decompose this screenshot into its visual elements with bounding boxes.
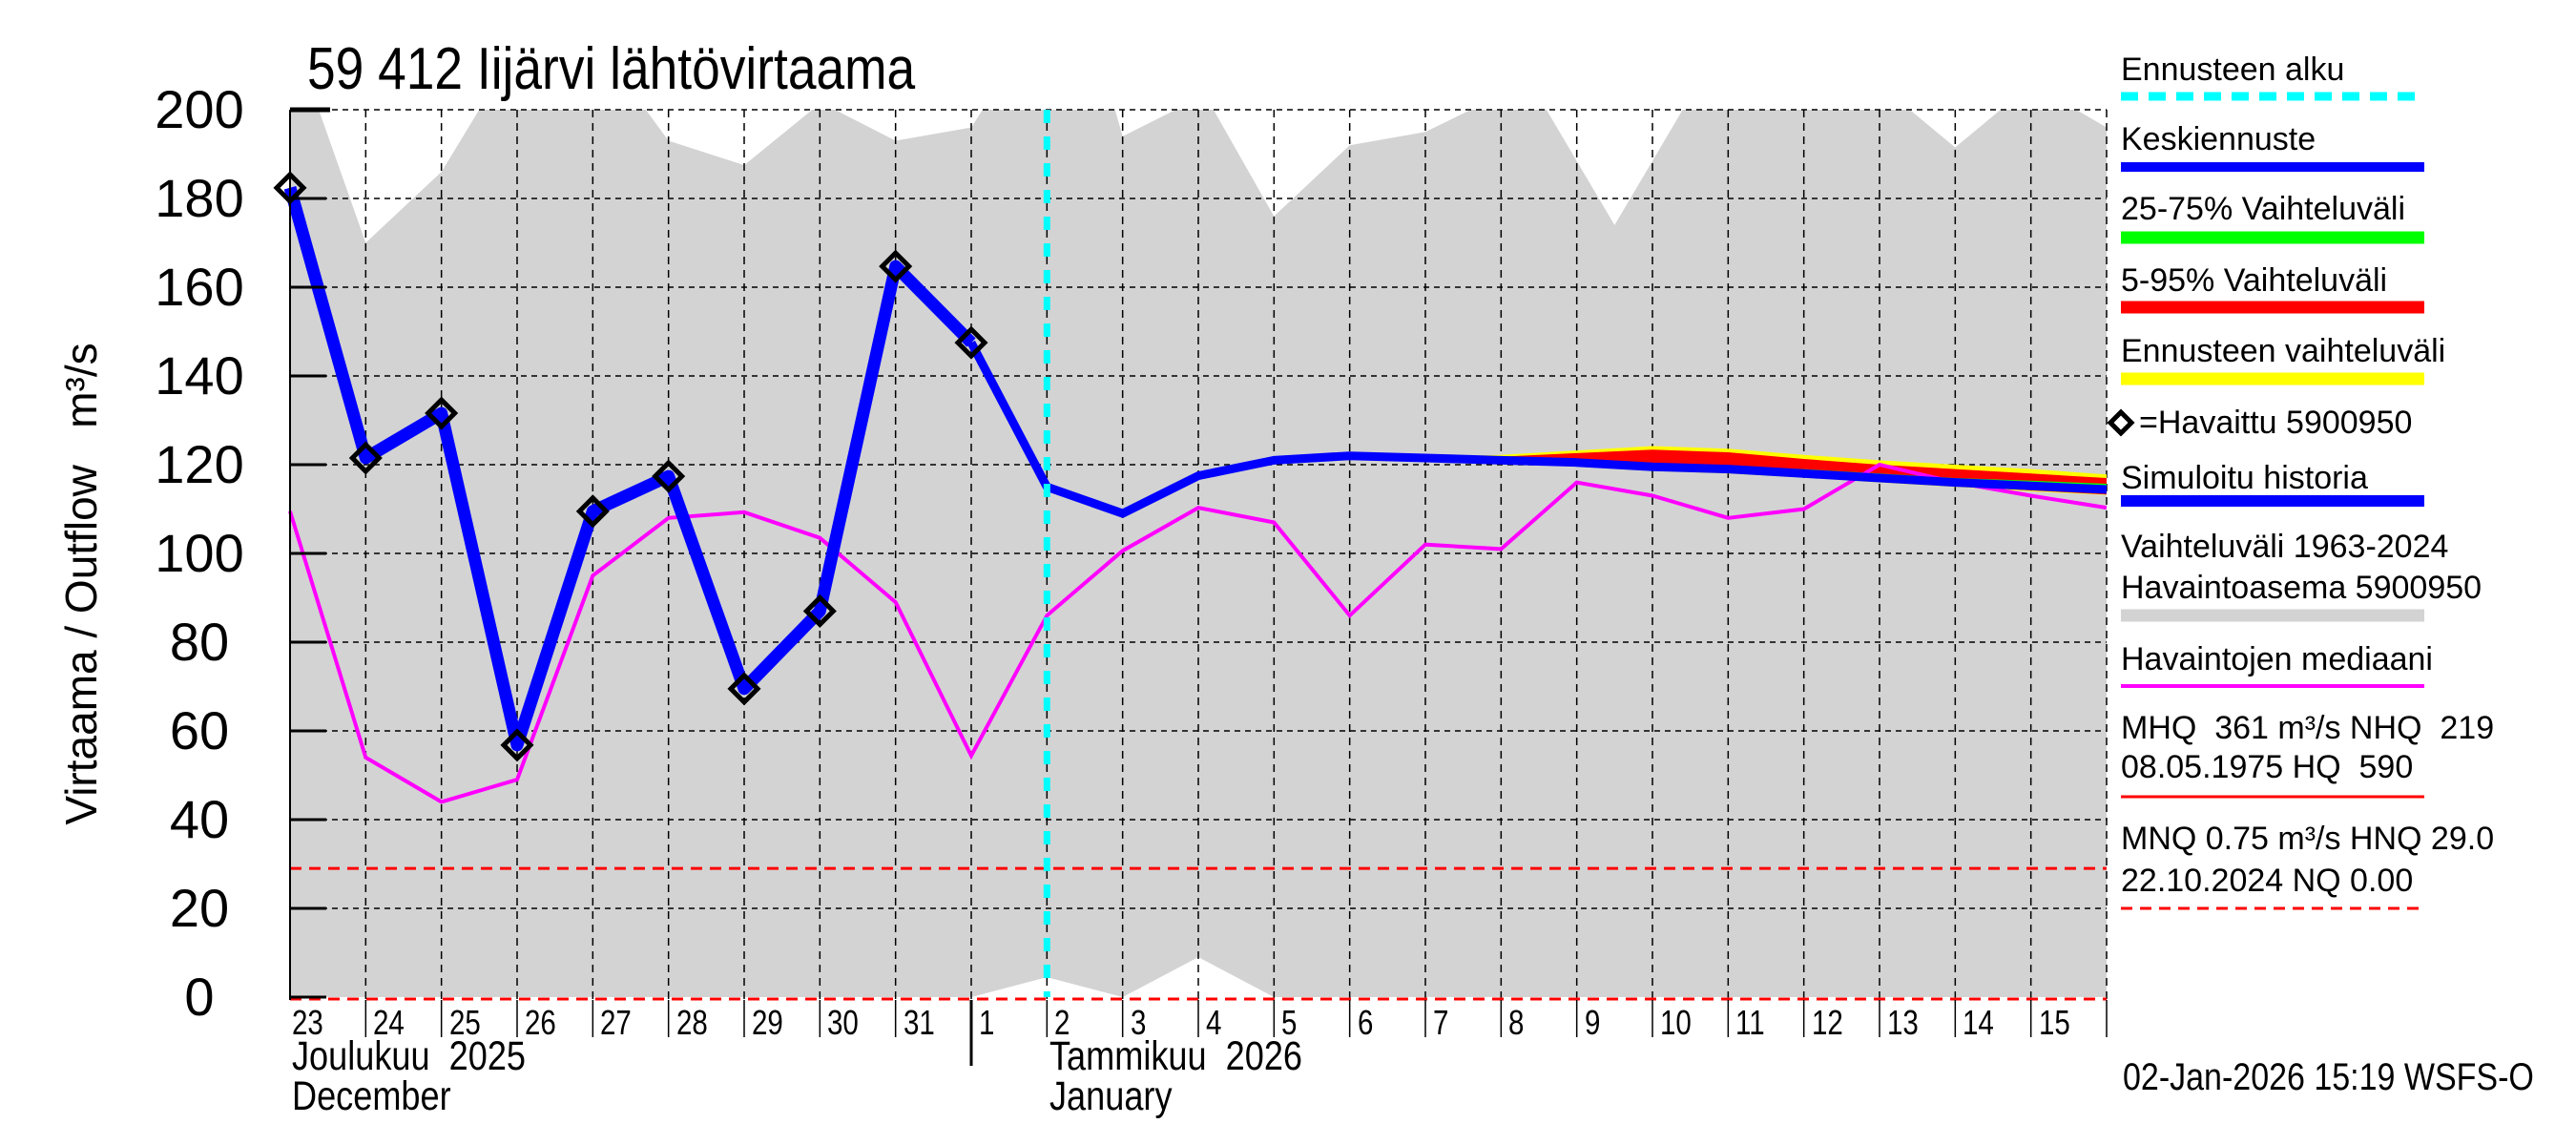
y-tick-label: 20 [169, 878, 230, 938]
legend-mnq-2: 22.10.2024 NQ 0.00 [2121, 863, 2414, 899]
observed-diamond [879, 249, 913, 283]
x-day-label: 12 [1811, 1003, 1843, 1042]
legend-historical-range-1: Vaihteluväli 1963-2024 [2121, 529, 2449, 565]
x-day-label: 27 [600, 1003, 633, 1042]
x-day-label: 8 [1508, 1003, 1525, 1042]
observed-diamond [802, 593, 837, 628]
x-day-label: 1 [979, 1003, 995, 1042]
legend-mhq-1: MHQ 361 m³/s NHQ 219 [2121, 710, 2495, 746]
legend-simulated-history: Simuloitu historia [2121, 460, 2368, 496]
median-polyline [288, 462, 2108, 804]
x-day-label: 28 [675, 1003, 708, 1042]
x-day-label: 2 [1054, 1003, 1070, 1042]
legend-forecast-range: Ennusteen vaihteluväli [2121, 333, 2446, 369]
x-day-label: 23 [292, 1003, 323, 1042]
observed-diamond [575, 494, 610, 529]
legend-range-25-75: 25-75% Vaihteluväli [2121, 191, 2405, 227]
x-day-label: 3 [1130, 1003, 1147, 1042]
x-day-label: 26 [525, 1003, 556, 1042]
y-tick-label: 180 [155, 168, 244, 228]
simulated-history-polyline [283, 186, 976, 752]
y-tick-label: 0 [184, 967, 215, 1027]
observed-diamond [727, 672, 761, 706]
observed-diamond [348, 441, 383, 475]
median-line [288, 462, 2108, 804]
month-label-december-fi: Joulukuu 2025 [292, 1033, 527, 1079]
legend-observed: =Havaittu 5900950 [2139, 405, 2413, 441]
x-day-label: 6 [1357, 1003, 1374, 1042]
x-day-label: 11 [1735, 1003, 1765, 1042]
x-day-label: 5 [1281, 1003, 1298, 1042]
observed-diamond [425, 396, 459, 430]
x-day-label: 29 [752, 1003, 783, 1042]
observed-diamond [500, 728, 534, 762]
y-tick-label: 100 [155, 523, 244, 583]
legend-swatches [2107, 92, 2424, 910]
month-label-december-en: December [292, 1073, 451, 1119]
x-day-label: 10 [1660, 1003, 1692, 1042]
x-day-label: 25 [448, 1003, 481, 1042]
chart-title: 59 412 Iijärvi lähtövirtaama [307, 36, 916, 102]
y-tick-label: 60 [169, 700, 230, 760]
timestamp-footer: 02-Jan-2026 15:19 WSFS-O [2123, 1056, 2534, 1098]
legend-mean-forecast: Keskiennuste [2121, 121, 2316, 157]
legend-range-5-95: 5-95% Vaihteluväli [2121, 262, 2388, 299]
y-tick-label: 120 [155, 434, 244, 494]
y-tick-label: 160 [155, 257, 244, 317]
x-day-label: 24 [373, 1003, 405, 1042]
reference-lines [290, 866, 2107, 1001]
month-label-january-fi: Tammikuu 2026 [1049, 1033, 1303, 1079]
observed-diamond [954, 325, 988, 360]
legend-observed-diamond-icon [2107, 408, 2135, 437]
x-day-label: 7 [1433, 1003, 1449, 1042]
x-day-label: 30 [827, 1003, 860, 1042]
y-tick-label: 200 [155, 79, 244, 139]
month-label-january-en: January [1049, 1073, 1173, 1119]
y-tick-label: 140 [155, 345, 244, 406]
y-tick-label: 40 [169, 789, 230, 849]
mean-forecast-line [283, 186, 2108, 752]
x-day-label: 14 [1963, 1003, 1995, 1042]
x-day-label: 4 [1206, 1003, 1222, 1042]
x-day-label: 9 [1584, 1003, 1601, 1042]
legend-historical-range-2: Havaintoasema 5900950 [2121, 570, 2483, 606]
observed-markers [273, 171, 988, 762]
grid-lines [290, 109, 2108, 1000]
x-day-label: 15 [2038, 1003, 2070, 1042]
legend-mhq-2: 08.05.1975 HQ 590 [2121, 749, 2414, 785]
y-axis-label: Virtaama / Outflow m³/s [56, 343, 106, 825]
legend-mnq-1: MNQ 0.75 m³/s HNQ 29.0 [2121, 821, 2495, 857]
y-tick-label: 80 [169, 612, 230, 672]
x-day-label: 31 [903, 1003, 935, 1042]
legend-forecast-start: Ennusteen alku [2121, 52, 2345, 88]
mean-forecast-polyline [967, 341, 2108, 518]
legend-median: Havaintojen mediaani [2121, 641, 2433, 677]
observed-diamond [652, 459, 686, 493]
x-day-label: 13 [1887, 1003, 1919, 1042]
axes [289, 107, 2108, 1066]
